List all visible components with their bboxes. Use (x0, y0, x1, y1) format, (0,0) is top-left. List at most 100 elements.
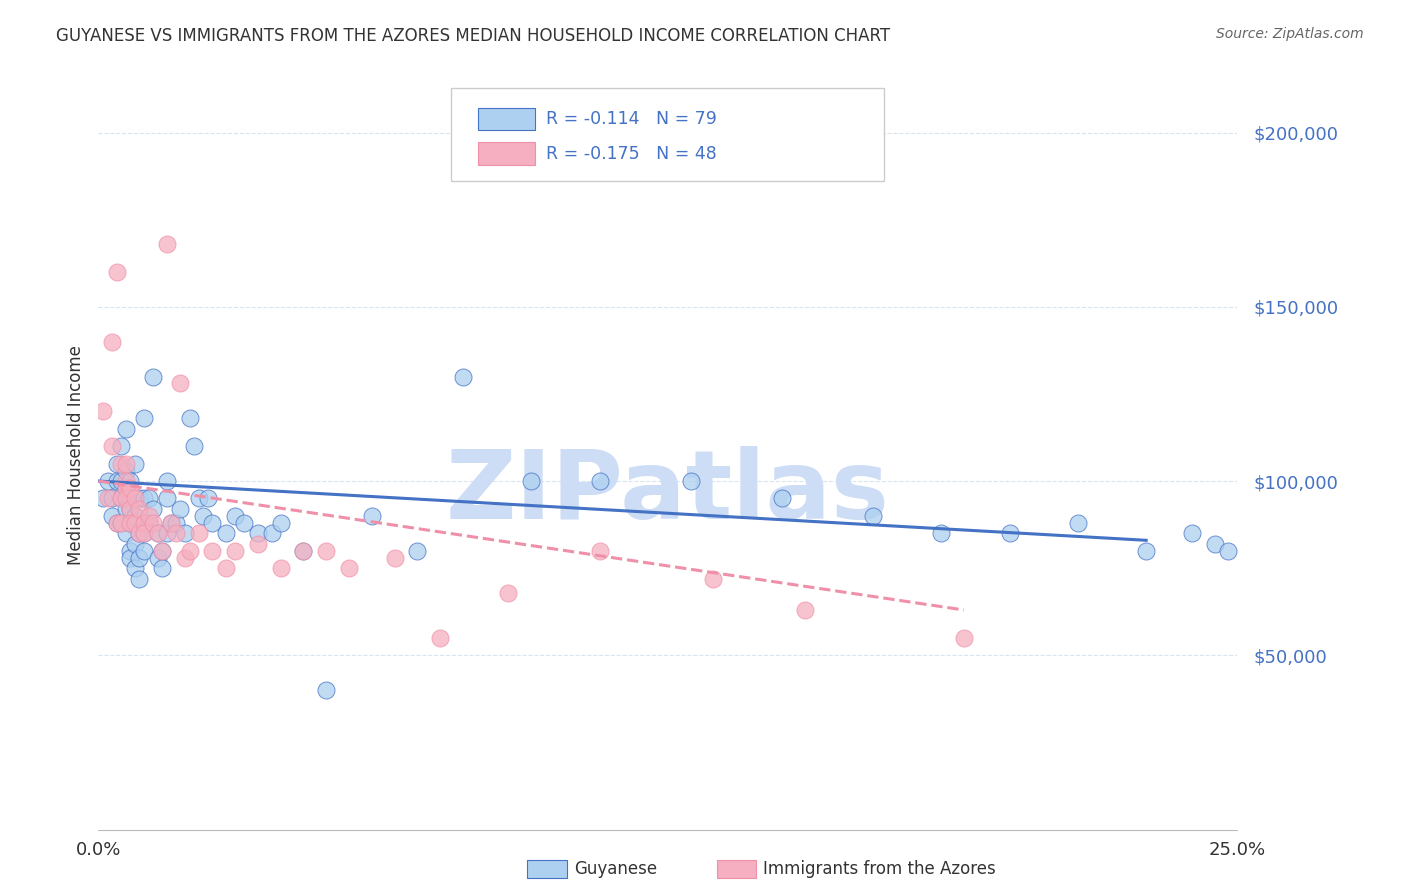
Text: Source: ZipAtlas.com: Source: ZipAtlas.com (1216, 27, 1364, 41)
Point (138, 508, 160, 523)
Point (132, 543, 155, 558)
Point (128, 550, 150, 565)
Point (132, 516, 155, 530)
Point (292, 543, 315, 558)
Point (114, 464, 136, 478)
Point (124, 508, 146, 523)
Point (120, 516, 142, 530)
Point (156, 237, 179, 252)
Point (132, 526, 155, 541)
Point (165, 516, 187, 530)
Point (124, 537, 146, 551)
Point (101, 334, 124, 349)
Point (120, 491, 142, 506)
Point (384, 550, 406, 565)
Point (146, 526, 169, 541)
Point (132, 411, 155, 425)
Point (110, 474, 132, 488)
Point (862, 508, 884, 523)
Point (110, 439, 132, 453)
Point (702, 572, 724, 586)
Point (174, 550, 197, 565)
Text: R = -0.175   N = 48: R = -0.175 N = 48 (546, 145, 717, 162)
Point (128, 502, 150, 516)
Point (315, 543, 337, 558)
Point (105, 265, 128, 279)
Point (929, 526, 952, 541)
Point (132, 516, 155, 530)
Point (183, 439, 205, 453)
Point (105, 474, 128, 488)
Point (96, 491, 118, 506)
Point (156, 491, 179, 506)
Point (146, 526, 169, 541)
Point (174, 526, 197, 541)
Point (120, 516, 142, 530)
Point (201, 543, 224, 558)
Text: ZIPatlas: ZIPatlas (446, 446, 890, 539)
Point (179, 543, 201, 558)
Point (1218, 543, 1240, 558)
Point (315, 683, 337, 698)
Point (770, 491, 793, 506)
Point (498, 585, 520, 599)
Point (124, 516, 146, 530)
Text: Guyanese: Guyanese (574, 860, 657, 878)
Point (998, 526, 1021, 541)
Point (224, 508, 246, 523)
Point (160, 516, 183, 530)
Point (110, 516, 132, 530)
Point (246, 537, 269, 551)
Point (114, 422, 136, 436)
Point (1181, 526, 1204, 541)
Point (150, 561, 173, 575)
Point (110, 491, 132, 506)
Point (337, 561, 360, 575)
Point (91, 404, 114, 418)
Point (124, 491, 146, 506)
Point (105, 516, 128, 530)
Point (105, 516, 128, 530)
Point (124, 457, 146, 471)
Point (187, 526, 209, 541)
Text: Immigrants from the Azores: Immigrants from the Azores (763, 860, 997, 878)
Point (197, 491, 219, 506)
Point (110, 516, 132, 530)
Point (142, 516, 165, 530)
Point (201, 516, 224, 530)
Point (142, 369, 165, 384)
Point (156, 526, 179, 541)
Text: GUYANESE VS IMMIGRANTS FROM THE AZORES MEDIAN HOUSEHOLD INCOME CORRELATION CHART: GUYANESE VS IMMIGRANTS FROM THE AZORES M… (56, 27, 890, 45)
Point (260, 526, 283, 541)
Point (429, 631, 451, 645)
Point (150, 543, 173, 558)
Point (270, 561, 292, 575)
Point (588, 543, 610, 558)
Point (1067, 516, 1090, 530)
Point (142, 502, 165, 516)
Point (953, 631, 976, 645)
Point (114, 457, 136, 471)
Point (110, 457, 132, 471)
Point (169, 502, 191, 516)
Point (520, 474, 543, 488)
Point (246, 526, 269, 541)
Point (105, 457, 128, 471)
Point (146, 550, 169, 565)
Point (114, 526, 136, 541)
Point (120, 474, 142, 488)
Point (114, 481, 136, 495)
Point (165, 526, 187, 541)
Point (96, 474, 118, 488)
Point (138, 491, 160, 506)
Point (114, 491, 136, 506)
Point (101, 491, 124, 506)
Point (224, 543, 246, 558)
Point (114, 502, 136, 516)
Point (406, 543, 429, 558)
Point (91, 491, 114, 506)
Point (215, 561, 238, 575)
Point (128, 526, 150, 541)
Point (233, 516, 256, 530)
Point (114, 481, 136, 495)
